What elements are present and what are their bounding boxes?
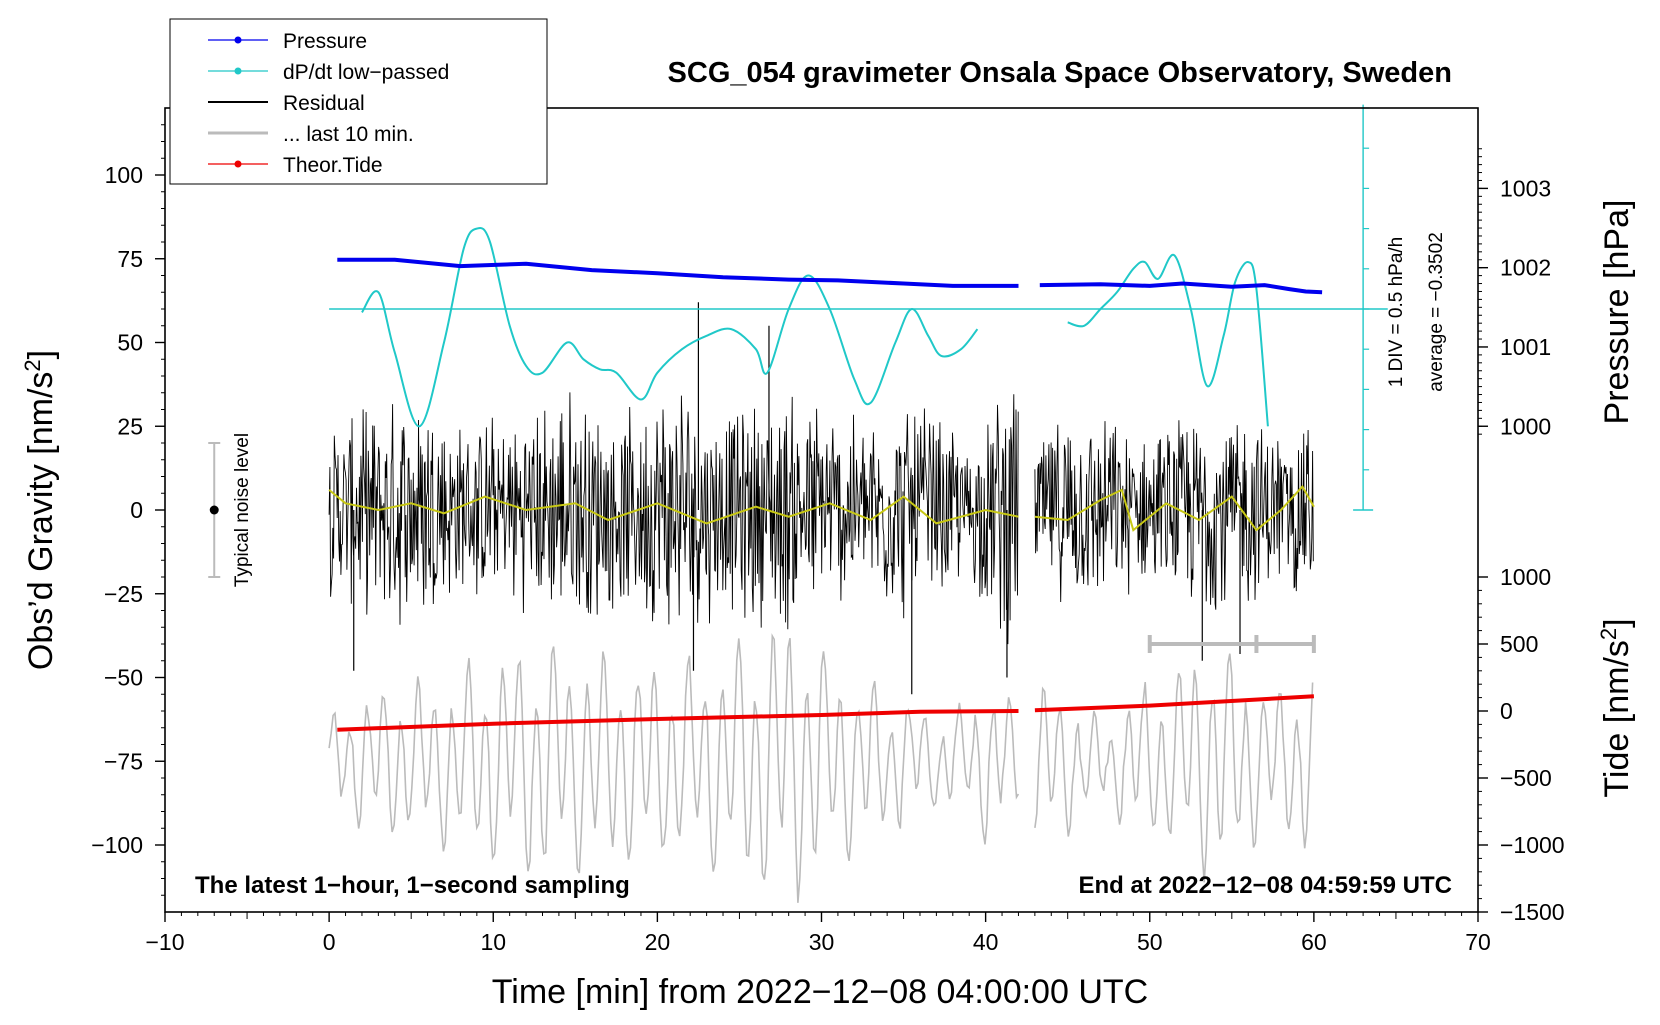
legend-marker-tide	[234, 160, 242, 168]
x-tick-label: −10	[145, 929, 184, 955]
noise-level-label: Typical noise level	[232, 433, 253, 587]
pressure-tick-label: 1003	[1500, 175, 1551, 201]
legend-label-dpdt: dP/dt low−passed	[283, 61, 449, 84]
series-line-residual-lowpass	[328, 484, 1315, 532]
chart-title: SCG_054 gravimeter Onsala Space Observat…	[668, 57, 1452, 89]
tide-tick-label: 1000	[1500, 564, 1551, 590]
tide-tick-label: 0	[1500, 698, 1513, 724]
legend-marker-dpdt	[234, 67, 242, 75]
y-axis-label-left: Obs’d Gravity [nm/s2]	[20, 350, 60, 670]
legend-item-pressure: Pressure	[208, 30, 367, 53]
x-tick-label: 50	[1137, 929, 1163, 955]
y-tick-label: 0	[130, 497, 143, 523]
series-line-pressure	[337, 257, 1323, 295]
y-tick-label: 100	[105, 162, 143, 188]
x-tick-label: 40	[973, 929, 999, 955]
legend: Pressure dP/dt low−passed Residual ... l…	[169, 18, 548, 185]
y-tick-label: −100	[91, 832, 143, 858]
series-line-tide	[337, 694, 1315, 732]
legend-label-tide: Theor.Tide	[283, 154, 383, 177]
legend-label-last10: ... last 10 min.	[283, 123, 414, 146]
annotation-end-time: End at 2022−12−08 04:59:59 UTC	[1078, 872, 1452, 899]
y-tick-label: −75	[104, 748, 143, 774]
y-axis-label-tide-close: ]	[1598, 618, 1636, 627]
y-tick-label: −25	[104, 581, 143, 607]
tide-tick-label: −1000	[1500, 832, 1565, 858]
pressure-tick-label: 1002	[1500, 255, 1551, 281]
legend-item-tide: Theor.Tide	[208, 154, 383, 177]
y-axis-label-tide-main: Tide [nm/s	[1598, 640, 1636, 797]
x-tick-label: 30	[809, 929, 835, 955]
series-layer	[328, 226, 1388, 903]
x-tick-label: 60	[1301, 929, 1327, 955]
y-axis-label-pressure: Pressure [hPa]	[1598, 200, 1636, 425]
legend-label-residual: Residual	[283, 92, 365, 115]
x-tick-label: 20	[645, 929, 671, 955]
annotation-sampling: The latest 1−hour, 1−second sampling	[195, 872, 630, 899]
dpdt-average-label: average = −0.3502	[1426, 232, 1447, 392]
series-line-dpdt	[361, 226, 1269, 428]
y-tick-label: 75	[117, 246, 143, 272]
noise-level-dot	[209, 505, 219, 515]
dpdt-div-label: 1 DIV = 0.5 hPa/h	[1386, 237, 1407, 388]
x-tick-label: 70	[1465, 929, 1491, 955]
axes-layer: −10 0 10 20 30 40 50 60 70−100−75−50−25025507510…	[91, 104, 1565, 955]
y-axis-label-left-sup: 2	[20, 359, 45, 371]
y-axis-label-tide-sup: 2	[1596, 628, 1621, 640]
x-tick-label: 0	[323, 929, 336, 955]
y-axis-label-tide: Tide [nm/s2]	[1596, 618, 1636, 797]
legend-item-residual: Residual	[208, 92, 365, 115]
legend-item-dpdt: dP/dt low−passed	[208, 61, 449, 84]
legend-item-last10: ... last 10 min.	[208, 123, 414, 146]
y-tick-label: 50	[117, 330, 143, 356]
x-tick-label: 10	[480, 929, 506, 955]
y-tick-label: 25	[117, 413, 143, 439]
pressure-tick-label: 1001	[1500, 334, 1551, 360]
y-tick-label: −50	[104, 665, 143, 691]
y-axis-label-left-close: ]	[22, 350, 60, 359]
pressure-tick-label: 1000	[1500, 413, 1551, 439]
series-line-last10	[328, 633, 1314, 903]
legend-label-pressure: Pressure	[283, 30, 367, 53]
y-axis-label-left-main: Obs’d Gravity [nm/s	[22, 372, 60, 671]
tide-tick-label: −1500	[1500, 899, 1565, 925]
legend-marker-pressure	[234, 36, 242, 44]
x-axis-label: Time [min] from 2022−12−08 04:00:00 UTC	[492, 973, 1148, 1011]
tide-tick-label: 500	[1500, 631, 1538, 657]
tide-tick-label: −500	[1500, 765, 1552, 791]
